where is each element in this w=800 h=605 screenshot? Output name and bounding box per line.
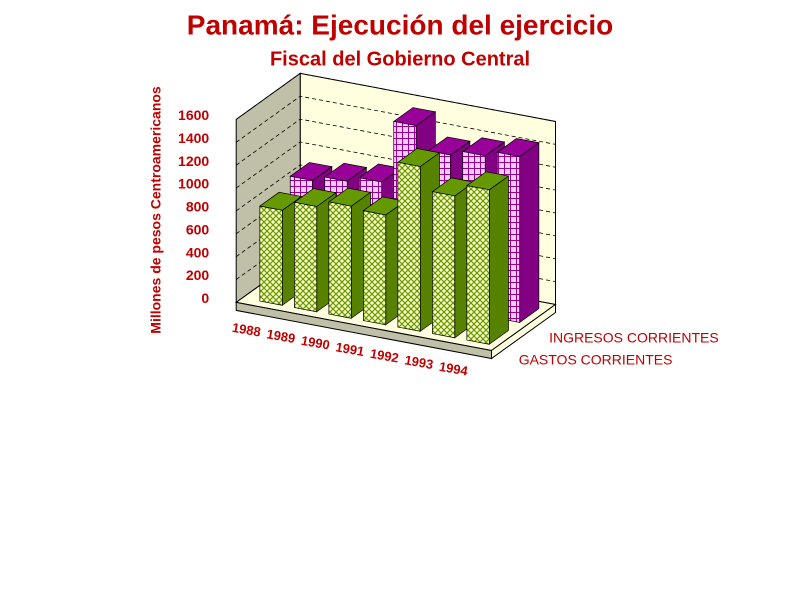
bar-front [294, 201, 318, 313]
legend-label: GASTOS CORRIENTES [519, 351, 673, 367]
bar-front [397, 161, 421, 332]
y-tick-label: 200 [186, 267, 210, 283]
y-tick-label: 0 [201, 290, 209, 306]
grid-line [235, 72, 556, 122]
bar-front [259, 205, 283, 306]
bar-side [519, 142, 540, 324]
y-tick-label: 1400 [178, 130, 209, 146]
y-tick-label: 1200 [178, 153, 209, 169]
x-tick-label: 1989 [265, 326, 296, 346]
chart-subtitle: Fiscal del Gobierno Central [270, 48, 530, 70]
bar-front [432, 191, 456, 339]
x-tick-label: 1993 [403, 352, 434, 372]
x-tick-label: 1991 [334, 339, 365, 359]
legend-label: INGRESOS CORRIENTES [549, 330, 719, 346]
grid-line [235, 95, 556, 145]
y-tick-label: 600 [186, 221, 210, 237]
floor-side [491, 303, 556, 360]
x-tick-label: 1994 [438, 359, 470, 379]
y-tick-label: 400 [186, 244, 210, 260]
y-tick-label: 1000 [178, 176, 209, 192]
x-tick-label: 1990 [300, 333, 331, 353]
bar-front [328, 201, 352, 319]
x-tick-label: 1992 [369, 346, 400, 366]
x-tick-label: 1988 [231, 320, 262, 340]
y-tick-label: 800 [186, 199, 210, 215]
bar [465, 171, 510, 345]
bar-front [363, 210, 387, 326]
bar-side [488, 175, 509, 345]
y-tick-label: 1600 [178, 107, 209, 123]
y-axis-label: Millones de pesos Centroamericanos [148, 86, 164, 334]
bar-front [466, 185, 490, 345]
chart-title: Panamá: Ejecución del ejercicio [187, 9, 613, 40]
